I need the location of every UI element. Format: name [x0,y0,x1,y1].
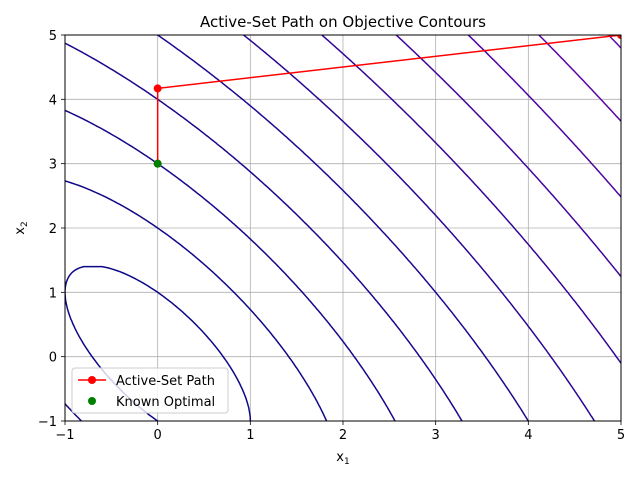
x-tick-label: 4 [524,428,532,443]
legend-marker-active-set-path [88,376,96,384]
contour-line [65,42,463,421]
chart-title: Active-Set Path on Objective Contours [200,13,486,31]
x-tick-label: 2 [339,428,347,443]
x-tick-label: 5 [617,428,625,443]
x-axis-label: x1 [336,450,349,467]
legend-box [71,367,229,414]
x-tick-label: 0 [154,428,162,443]
y-tick-label: 3 [49,158,57,173]
x-tick-label: 1 [246,428,254,443]
y-tick-label: 1 [49,286,57,301]
contour-line [65,109,396,421]
x-tick-label: 3 [432,428,440,443]
series-layer [153,35,621,168]
known-optimal-point [153,159,162,168]
y-tick-label: 2 [49,222,57,237]
active-set-path-point [153,84,162,93]
contour-line [65,180,328,421]
y-axis-label: x2 [13,221,30,234]
contour-line [242,35,596,421]
legend-marker-known-optimal [88,397,96,405]
active-set-path-point [617,35,621,39]
y-tick-label: 5 [49,29,57,44]
y-tick-label: 4 [49,93,57,108]
y-tick-label: −1 [38,415,57,430]
ticks: −1 0 1 2 3 4 5 −1 0 1 2 3 4 5 [38,29,625,443]
legend: Active-Set Path Known Optimal [71,367,229,414]
contour-line [320,35,621,365]
legend-label-active-set-path: Active-Set Path [116,374,215,389]
x-tick-label: −1 [55,428,74,443]
y-tick-label: 0 [49,351,57,366]
legend-label-known-optimal: Known Optimal [116,395,215,410]
contour-line [156,35,530,421]
